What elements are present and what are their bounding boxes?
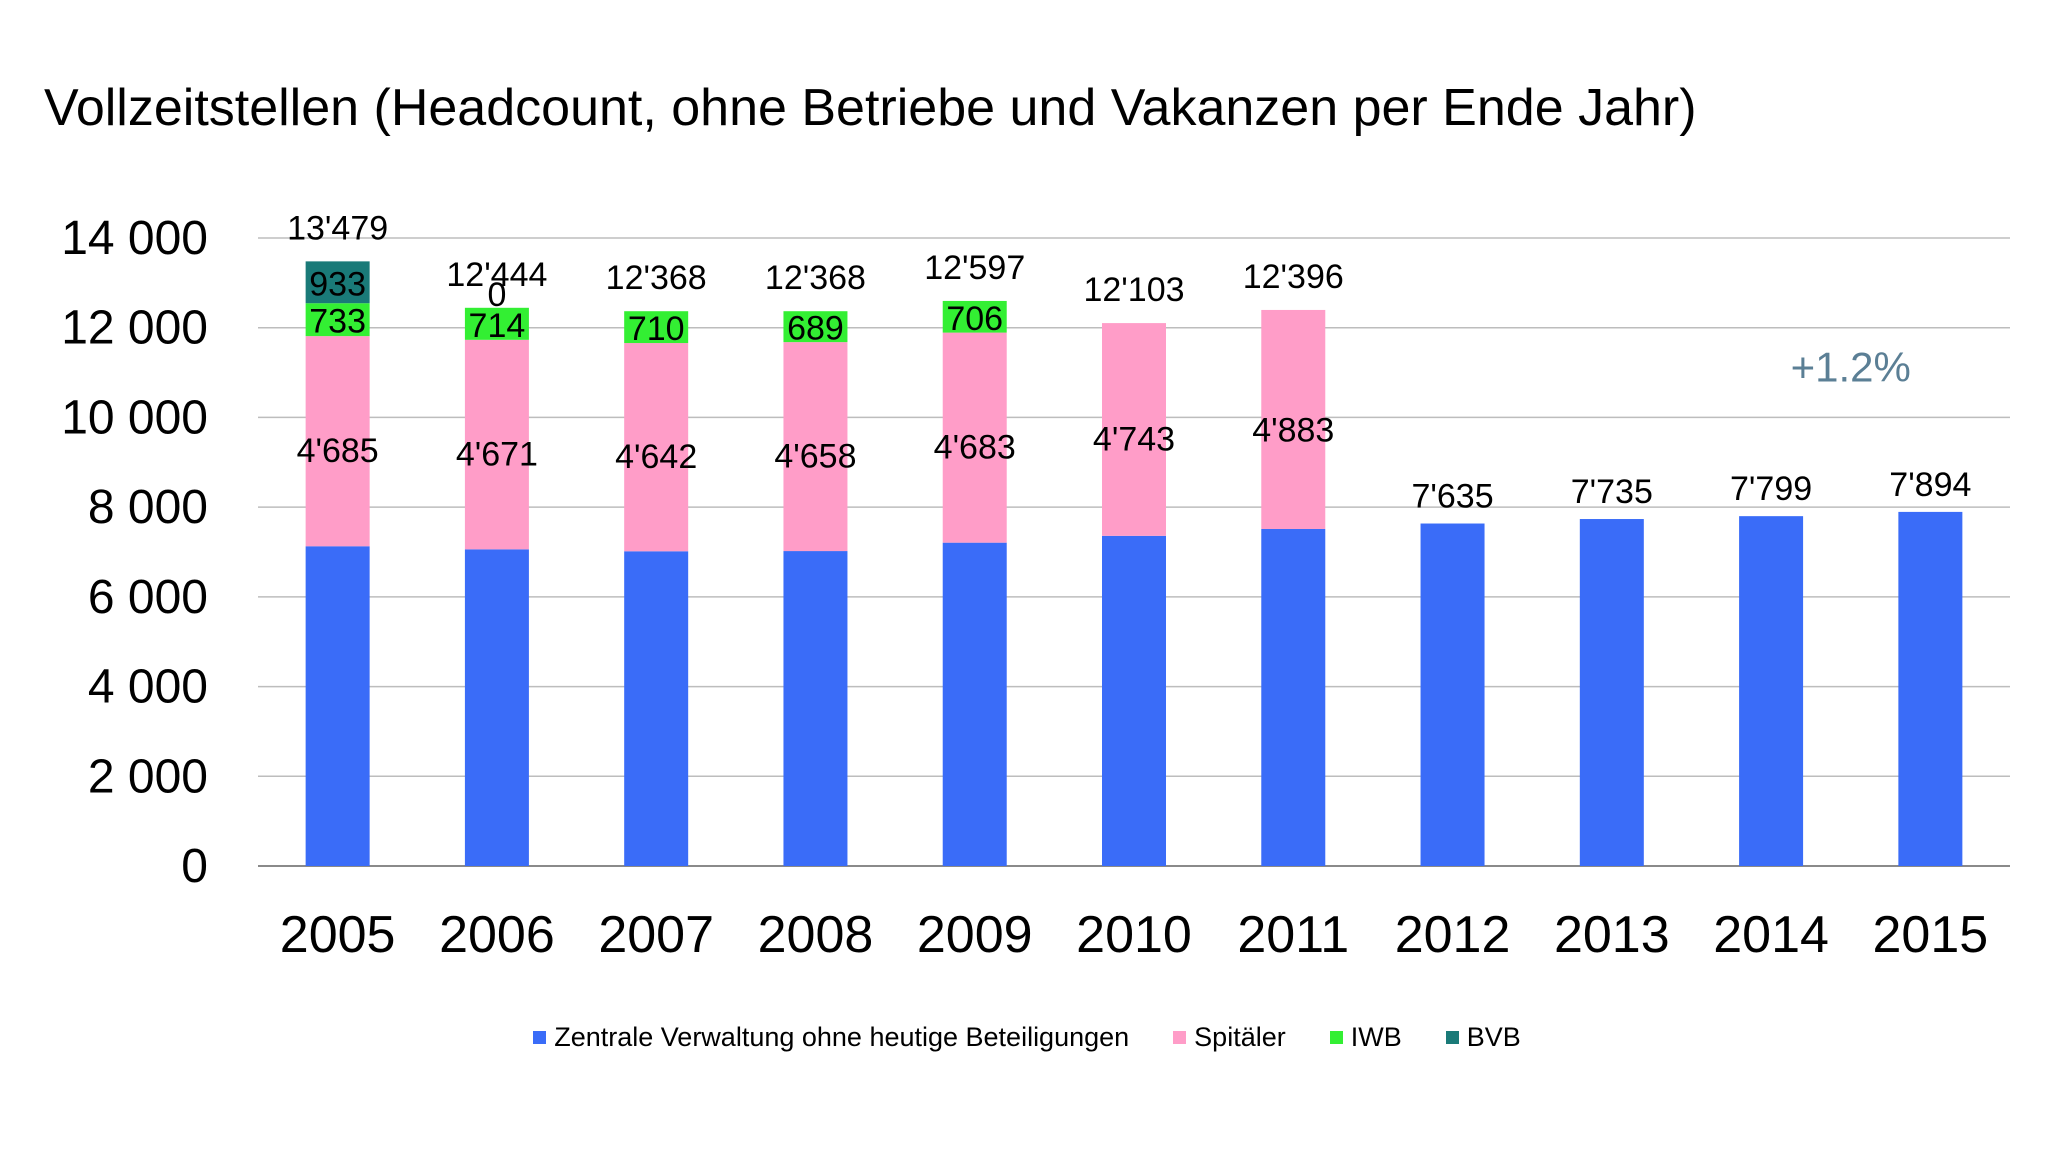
- x-axis-ticks: 2005 2006 2007 2008 2009 2010 2011 2012 2013 2014…: [280, 906, 1988, 964]
- y-tick-label: 14 000: [61, 212, 208, 265]
- total-label: 12'368: [765, 259, 866, 297]
- bar-segment: [624, 343, 689, 552]
- legend-swatch: [1173, 1031, 1187, 1044]
- legend: Zentrale Verwaltung ohne heutige Beteili…: [0, 1022, 2054, 1053]
- legend-item: Spitäler: [1173, 1022, 1286, 1053]
- total-label: 12'597: [924, 249, 1025, 287]
- legend-item: IWB: [1329, 1022, 1402, 1053]
- x-tick-label: 2011: [1237, 906, 1349, 964]
- bar-segment: [942, 300, 1007, 333]
- x-tick-label: 2010: [1076, 906, 1192, 964]
- legend-item: Zentrale Verwaltung ohne heutige Beteili…: [533, 1022, 1129, 1053]
- y-tick-label: 6 000: [88, 571, 208, 624]
- total-label: 12'103: [1083, 271, 1184, 309]
- bar-segment: [1420, 523, 1485, 866]
- legend-label: Zentrale Verwaltung ohne heutige Beteili…: [554, 1022, 1130, 1052]
- data-label: 733: [309, 303, 366, 341]
- data-label: 4'683: [934, 429, 1016, 467]
- bar-segment: [1102, 535, 1166, 866]
- bar-segment: [305, 303, 370, 337]
- legend-label: Spitäler: [1194, 1022, 1286, 1052]
- data-label: 7'799: [1730, 470, 1812, 508]
- x-tick-label: 2012: [1395, 906, 1511, 964]
- data-label: 7'735: [1571, 473, 1653, 511]
- x-tick-label: 2013: [1554, 906, 1670, 964]
- data-label: 4'642: [615, 438, 697, 476]
- legend-swatch: [1329, 1031, 1343, 1044]
- data-label: 4'883: [1252, 411, 1334, 449]
- data-label: 689: [787, 310, 844, 348]
- data-label: 7'635: [1411, 478, 1493, 516]
- bar-segment: [783, 311, 848, 343]
- bar-segment: [1261, 309, 1326, 529]
- bar-segment: [464, 307, 529, 340]
- legend-swatch: [533, 1031, 547, 1044]
- bar-segment: [1898, 511, 1963, 866]
- y-tick-label: 10 000: [61, 391, 208, 444]
- y-tick-label: 4 000: [88, 661, 208, 714]
- bar-segment: [305, 546, 370, 866]
- data-label: 4'685: [297, 432, 379, 470]
- data-label: 0: [487, 276, 506, 314]
- x-tick-label: 2006: [439, 906, 555, 964]
- bar-segment: [464, 549, 529, 866]
- total-label: 13'479: [287, 209, 388, 247]
- bar-segment: [1579, 519, 1644, 866]
- bar-segment: [783, 342, 848, 552]
- chart-title: Vollzeitstellen (Headcount, ohne Betrieb…: [44, 79, 1697, 137]
- data-label: 714: [469, 307, 526, 345]
- y-tick-label: 8 000: [88, 481, 208, 534]
- y-tick-label: 2 000: [88, 750, 208, 803]
- legend-label: BVB: [1466, 1022, 1521, 1052]
- bar-segment: [942, 332, 1007, 543]
- x-tick-label: 2008: [758, 906, 874, 964]
- data-label: 4'658: [774, 437, 856, 475]
- annotations: +1.2%: [1791, 344, 1911, 391]
- data-label: 706: [946, 300, 1003, 338]
- annotation-label: +1.2%: [1791, 344, 1911, 391]
- bar-segment: [305, 261, 370, 304]
- legend-label: IWB: [1350, 1022, 1402, 1052]
- x-tick-label: 2015: [1873, 906, 1989, 964]
- data-label: 4'671: [456, 436, 538, 474]
- data-label: 933: [309, 265, 366, 303]
- x-tick-label: 2009: [917, 906, 1033, 964]
- legend-item: BVB: [1445, 1022, 1521, 1053]
- bar-segment: [942, 542, 1007, 866]
- bar-segment: [1261, 528, 1326, 866]
- bar-segment: [783, 551, 848, 866]
- bar-segment: [1739, 516, 1804, 866]
- data-label: 7'894: [1889, 466, 1971, 504]
- y-tick-label: 12 000: [61, 302, 208, 355]
- x-tick-label: 2007: [598, 906, 714, 964]
- total-label: 12'444: [446, 256, 547, 294]
- x-tick-label: 2014: [1713, 906, 1829, 964]
- bar-segment: [624, 551, 689, 866]
- x-tick-label: 2005: [280, 906, 396, 964]
- bars: [305, 261, 1963, 866]
- total-label: 12'368: [606, 259, 707, 297]
- bar-segment: [305, 336, 370, 547]
- data-label: 710: [628, 310, 685, 348]
- total-label: 12'396: [1243, 258, 1344, 296]
- data-label: 4'743: [1093, 421, 1175, 459]
- bar-segment: [1102, 323, 1166, 536]
- legend-swatch: [1445, 1031, 1459, 1044]
- bar-segment: [464, 339, 529, 550]
- bar-segment: [624, 311, 689, 344]
- y-axis-ticks: 0 2 000 4 000 6 000 8 000 10 000 12 000 14 000: [61, 212, 208, 893]
- y-tick-label: 0: [181, 840, 208, 893]
